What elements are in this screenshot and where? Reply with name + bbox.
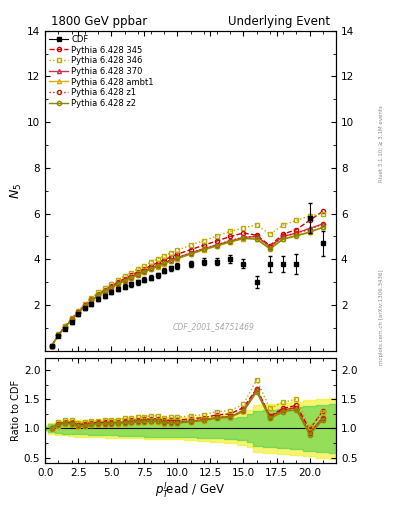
Y-axis label: Ratio to CDF: Ratio to CDF [11, 380, 21, 441]
X-axis label: $p_T^l\!$ead / GeV: $p_T^l\!$ead / GeV [155, 481, 226, 500]
Text: CDF_2001_S4751469: CDF_2001_S4751469 [173, 323, 255, 332]
Text: Rivet 3.1.10; ≥ 3.1M events: Rivet 3.1.10; ≥ 3.1M events [379, 105, 384, 182]
Legend: CDF, Pythia 6.428 345, Pythia 6.428 346, Pythia 6.428 370, Pythia 6.428 ambt1, P: CDF, Pythia 6.428 345, Pythia 6.428 346,… [48, 33, 155, 110]
Text: Underlying Event: Underlying Event [228, 14, 330, 28]
Text: 1800 GeV ppbar: 1800 GeV ppbar [51, 14, 147, 28]
Text: mcplots.cern.ch [arXiv:1306.3436]: mcplots.cern.ch [arXiv:1306.3436] [379, 270, 384, 365]
Y-axis label: $N_5$: $N_5$ [9, 183, 24, 199]
